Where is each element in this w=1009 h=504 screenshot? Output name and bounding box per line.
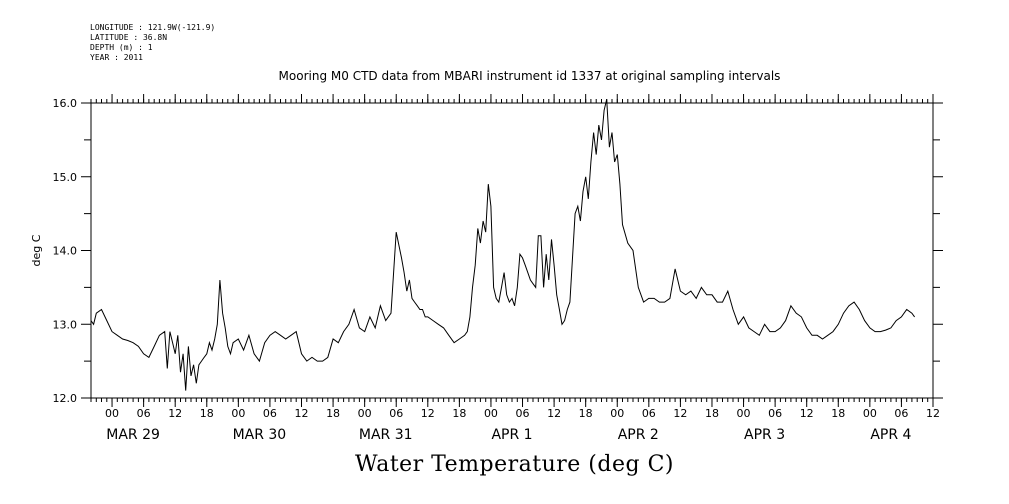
latitude-label: LATITUDE : 36.8N (90, 33, 168, 42)
x-tick-label: 06 (516, 407, 530, 420)
x-tick-label: 12 (168, 407, 182, 420)
x-tick-label: 00 (231, 407, 245, 420)
x-tick-label: 00 (358, 407, 372, 420)
x-tick-label: 12 (926, 407, 940, 420)
x-tick-label: 00 (737, 407, 751, 420)
x-tick-label: 18 (452, 407, 466, 420)
x-tick-label: 12 (295, 407, 309, 420)
x-day-label: MAR 31 (359, 427, 413, 443)
x-minor-ticks (90, 99, 934, 402)
y-tick-label: 14.0 (53, 245, 78, 258)
x-tick-label: 06 (263, 407, 277, 420)
x-day-label: APR 1 (491, 427, 532, 443)
x-axis-label: Water Temperature (deg C) (355, 452, 674, 477)
y-tick-label: 16.0 (53, 97, 78, 110)
metadata-block: LONGITUDE : 121.9W(-121.9) LATITUDE : 36… (90, 23, 215, 63)
longitude-label: LONGITUDE : 121.9W(-121.9) (90, 23, 216, 32)
chart-title: Mooring M0 CTD data from MBARI instrumen… (278, 69, 781, 83)
x-day-label: MAR 29 (106, 427, 160, 443)
x-tick-label: 12 (673, 407, 687, 420)
x-tick-label: 18 (200, 407, 214, 420)
x-day-label: APR 2 (618, 427, 659, 443)
x-tick-label: 00 (484, 407, 498, 420)
year-label: YEAR : 2011 (90, 53, 143, 62)
x-day-label: APR 3 (744, 427, 785, 443)
x-tick-label: 12 (800, 407, 814, 420)
x-tick-label: 06 (137, 407, 151, 420)
x-tick-label: 12 (421, 407, 435, 420)
x-tick-label: 12 (547, 407, 561, 420)
y-tick-label: 12.0 (53, 392, 78, 405)
x-tick-label: 18 (831, 407, 845, 420)
y-axis-label: deg C (30, 234, 43, 266)
depth-label: DEPTH (m) : 1 (90, 43, 153, 52)
water-temperature-chart: 00 06 12 18 00 06 12 18 00 06 12 18 00 06 12 18 00 06 12 18… (30, 94, 943, 443)
x-tick-label: 00 (863, 407, 877, 420)
y-tick-label: 15.0 (53, 171, 78, 184)
x-tick-label: 00 (105, 407, 119, 420)
temperature-series-line (90, 99, 916, 391)
x-tick-label: 18 (579, 407, 593, 420)
plot-frame (90, 102, 934, 399)
x-tick-label: 18 (705, 407, 719, 420)
x-day-label: APR 4 (870, 427, 911, 443)
y-tick-label: 13.0 (53, 318, 78, 331)
x-tick-label: 06 (389, 407, 403, 420)
x-tick-label: 18 (326, 407, 340, 420)
x-day-label: MAR 30 (233, 427, 287, 443)
x-tick-label: 06 (894, 407, 908, 420)
x-tick-label: 06 (768, 407, 782, 420)
x-tick-label: 06 (642, 407, 656, 420)
x-tick-label: 00 (610, 407, 624, 420)
